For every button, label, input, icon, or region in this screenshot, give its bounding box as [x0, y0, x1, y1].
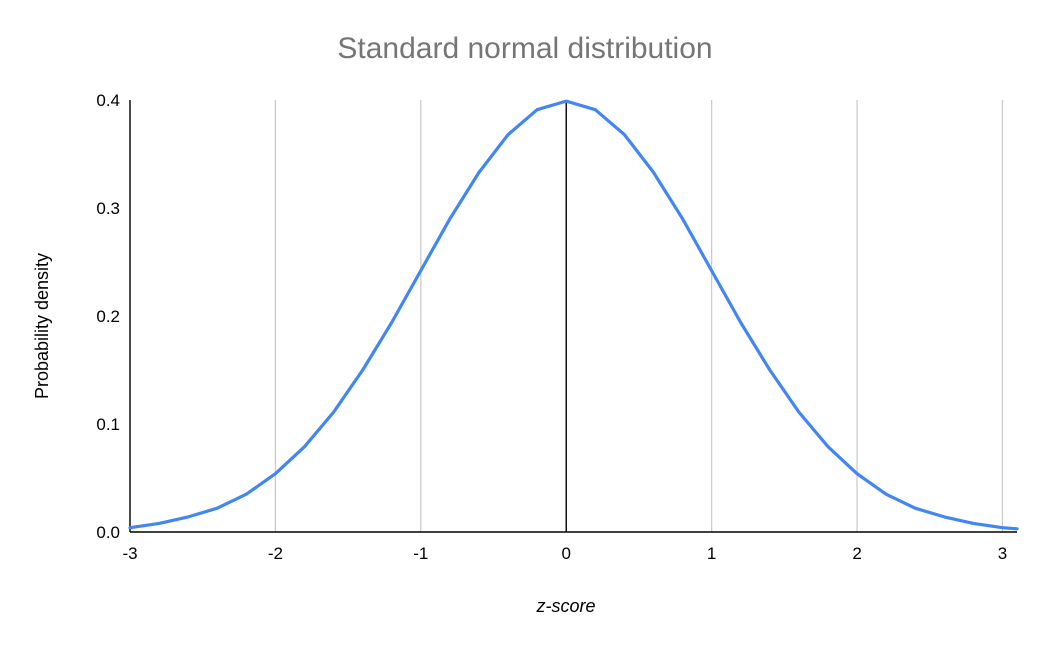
series-line-0	[128, 99, 1019, 531]
x-tick-label: -3	[122, 544, 137, 563]
gridlines	[274, 100, 1004, 532]
x-tick-label: 3	[998, 544, 1007, 563]
x-tick-label: 2	[852, 544, 861, 563]
y-axis-title: Probability density	[32, 253, 52, 399]
tick-labels: -3 -2 -1 0 1 2 3 0.0 0.1 0.2 0.3 0.4	[96, 91, 1007, 563]
x-tick-label: 1	[707, 544, 716, 563]
chart-title: Standard normal distribution	[337, 32, 712, 65]
x-axis-title: z-score	[535, 596, 595, 616]
x-tick-label: 0	[561, 544, 570, 563]
y-tick-label: 0.4	[96, 91, 120, 110]
y-tick-label: 0.0	[96, 523, 120, 542]
y-tick-label: 0.2	[96, 307, 120, 326]
y-tick-label: 0.3	[96, 199, 120, 218]
x-tick-label: -1	[413, 544, 428, 563]
plot-area	[128, 99, 1019, 531]
axes	[129, 100, 1017, 533]
y-tick-label: 0.1	[96, 415, 120, 434]
x-tick-label: -2	[268, 544, 283, 563]
